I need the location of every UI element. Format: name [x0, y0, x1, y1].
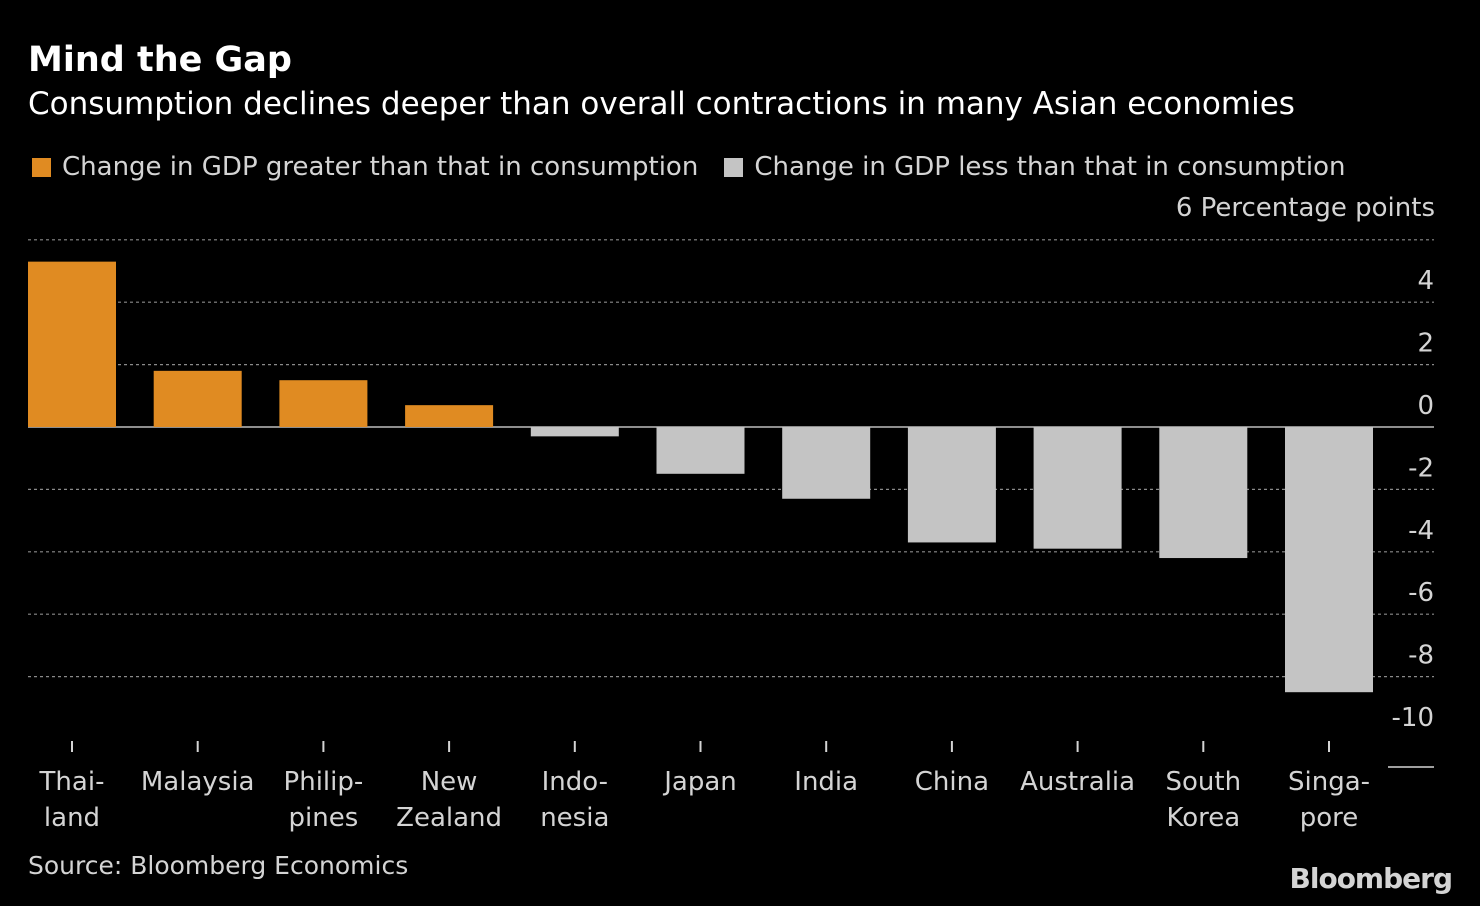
bar-10: [1285, 427, 1373, 693]
legend-label-less: Change in GDP less than that in consumpt…: [754, 152, 1346, 182]
bar-7: [907, 427, 996, 543]
x-tick-label-3-0: New: [421, 767, 478, 797]
x-tick-label-7-0: China: [915, 767, 989, 797]
source-note: Source: Bloomberg Economics: [28, 851, 409, 880]
legend-item-greater: Change in GDP greater than that in consu…: [32, 152, 698, 182]
x-tick-label-0-1: land: [44, 803, 100, 833]
legend-swatch-orange: [32, 157, 51, 177]
y-tick-label-2: 2: [1417, 329, 1434, 359]
y-tick-label--2: -2: [1408, 453, 1434, 483]
x-tick-label-4-1: nesia: [540, 803, 609, 833]
bar-6: [782, 427, 871, 499]
bar-3: [405, 405, 494, 427]
chart-title: Mind the Gap: [28, 40, 292, 80]
x-tick-label-0-0: Thai-: [39, 767, 105, 797]
y-tick-label--6: -6: [1408, 578, 1434, 608]
legend-swatch-gray: [724, 157, 744, 177]
x-tick-label-1-0: Malaysia: [141, 767, 255, 797]
bar-5: [656, 427, 745, 474]
x-tick-label-2-1: pines: [289, 803, 359, 833]
bar-8: [1033, 427, 1122, 549]
legend-item-less: Change in GDP less than that in consumpt…: [724, 152, 1346, 182]
legend: Change in GDP greater than that in consu…: [32, 152, 1372, 182]
bar-1: [153, 370, 242, 427]
x-tick-label-8-0: Australia: [1020, 767, 1135, 797]
y-tick-label--10: -10: [1392, 703, 1434, 733]
chart-subtitle: Consumption declines deeper than overall…: [28, 86, 1295, 122]
x-tick-label-9-0: South: [1166, 767, 1242, 797]
bloomberg-logo: Bloomberg: [1289, 862, 1453, 895]
x-tick-label-2-0: Philip-: [284, 767, 364, 797]
legend-label-greater: Change in GDP greater than that in consu…: [62, 152, 699, 182]
bar-0: [28, 261, 116, 427]
x-tick-label-6-0: India: [794, 767, 858, 797]
bar-2: [279, 380, 368, 427]
x-tick-label-9-1: Korea: [1166, 803, 1240, 833]
y-tick-label-4: 4: [1417, 266, 1434, 296]
y-tick-label--4: -4: [1408, 516, 1434, 546]
y-tick-label-0: 0: [1417, 391, 1434, 421]
bar-9: [1159, 427, 1248, 559]
y-axis-unit-label: 6 Percentage points: [1175, 193, 1435, 223]
bar-4: [530, 427, 619, 437]
x-tick-label-4-0: Indo-: [542, 767, 608, 797]
x-tick-label-5-0: Japan: [662, 767, 737, 797]
x-tick-label-10-0: Singa-: [1288, 767, 1370, 797]
x-tick-label-3-1: Zealand: [396, 803, 502, 833]
x-tick-label-10-1: pore: [1300, 803, 1359, 833]
y-tick-label--8: -8: [1408, 641, 1434, 671]
